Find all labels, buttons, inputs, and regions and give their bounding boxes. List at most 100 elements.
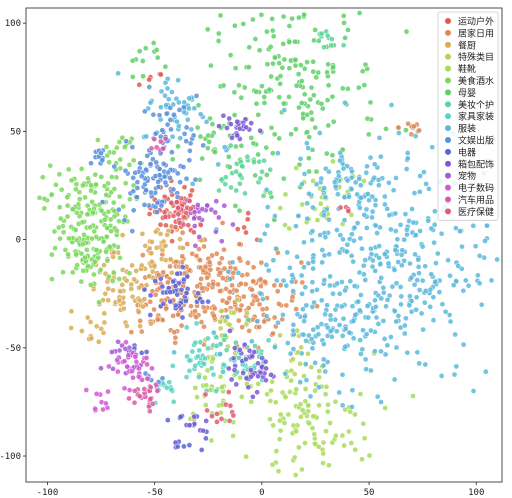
scatter-point bbox=[263, 262, 270, 268]
scatter-point bbox=[74, 262, 81, 268]
legend-marker bbox=[444, 207, 452, 215]
legend-label: 餐厨 bbox=[458, 39, 476, 51]
scatter-point bbox=[288, 278, 295, 285]
scatter-point bbox=[238, 142, 245, 149]
scatter-point bbox=[341, 442, 347, 449]
scatter-point bbox=[204, 145, 211, 151]
scatter-point bbox=[305, 260, 312, 267]
scatter-point bbox=[115, 70, 121, 77]
scatter-point bbox=[341, 194, 348, 201]
scatter-point bbox=[150, 40, 157, 46]
scatter-point bbox=[211, 312, 217, 319]
scatter-point bbox=[314, 324, 321, 331]
scatter-point bbox=[388, 102, 395, 108]
scatter-point bbox=[361, 178, 367, 184]
scatter-point bbox=[187, 147, 193, 154]
scatter-point bbox=[375, 321, 382, 327]
scatter-point bbox=[113, 144, 120, 151]
scatter-point bbox=[82, 194, 88, 201]
scatter-point bbox=[70, 206, 76, 213]
scatter-point bbox=[299, 290, 305, 297]
scatter-point bbox=[258, 283, 264, 289]
scatter-point bbox=[164, 231, 171, 238]
scatter-point bbox=[338, 303, 345, 310]
scatter-point bbox=[294, 311, 301, 318]
scatter-point bbox=[153, 144, 160, 151]
scatter-point bbox=[68, 325, 74, 331]
scatter-point bbox=[254, 389, 260, 396]
scatter-point bbox=[165, 96, 172, 103]
scatter-point bbox=[245, 316, 252, 323]
scatter-point bbox=[303, 302, 310, 309]
scatter-point bbox=[95, 137, 101, 143]
scatter-point bbox=[270, 257, 277, 264]
scatter-point bbox=[267, 43, 274, 50]
scatter-point bbox=[465, 282, 472, 289]
scatter-point bbox=[376, 182, 382, 189]
scatter-point bbox=[148, 145, 155, 152]
scatter-point bbox=[302, 361, 309, 367]
scatter-point bbox=[69, 269, 76, 276]
scatter-point bbox=[316, 374, 322, 381]
scatter-point bbox=[170, 278, 177, 285]
scatter-point bbox=[160, 269, 167, 276]
scatter-point bbox=[363, 366, 369, 373]
scatter-point bbox=[217, 341, 224, 347]
y-tick-label: -100 bbox=[0, 452, 21, 462]
scatter-point bbox=[287, 264, 293, 271]
scatter-point bbox=[256, 158, 263, 165]
scatter-point bbox=[308, 336, 315, 342]
scatter-point bbox=[245, 260, 251, 266]
scatter-point bbox=[89, 198, 95, 205]
scatter-point bbox=[482, 368, 489, 375]
scatter-point bbox=[354, 191, 361, 198]
scatter-point bbox=[253, 88, 259, 95]
scatter-point bbox=[381, 336, 388, 342]
scatter-point bbox=[52, 245, 58, 251]
scatter-point bbox=[99, 199, 106, 205]
scatter-point bbox=[327, 282, 333, 289]
scatter-point bbox=[374, 393, 381, 400]
scatter-point bbox=[202, 374, 208, 381]
scatter-point bbox=[427, 303, 434, 310]
scatter-point bbox=[359, 456, 365, 463]
scatter-point bbox=[132, 353, 139, 360]
scatter-point bbox=[330, 158, 336, 165]
scatter-point bbox=[147, 99, 154, 106]
scatter-point bbox=[96, 299, 102, 306]
scatter-point bbox=[470, 388, 477, 394]
scatter-point bbox=[179, 253, 186, 260]
scatter-point bbox=[380, 289, 387, 296]
scatter-point bbox=[196, 215, 203, 221]
legend-marker bbox=[444, 29, 452, 37]
scatter-point bbox=[269, 461, 276, 468]
legend-label: 美食酒水 bbox=[458, 75, 494, 87]
scatter-point bbox=[133, 268, 140, 274]
scatter-point bbox=[95, 254, 102, 261]
scatter-point bbox=[97, 266, 104, 273]
scatter-point bbox=[339, 432, 346, 439]
scatter-point bbox=[179, 314, 186, 321]
scatter-point bbox=[215, 214, 222, 221]
scatter-point bbox=[220, 368, 226, 375]
scatter-point bbox=[162, 92, 168, 99]
scatter-point bbox=[158, 71, 164, 78]
scatter-point bbox=[326, 168, 332, 175]
scatter-point bbox=[316, 130, 323, 136]
scatter-point bbox=[275, 468, 282, 475]
scatter-point bbox=[119, 232, 126, 238]
scatter-point bbox=[202, 355, 208, 362]
scatter-point bbox=[290, 356, 296, 363]
scatter-point bbox=[201, 323, 207, 330]
scatter-point bbox=[241, 224, 247, 231]
scatter-point bbox=[280, 175, 287, 182]
scatter-point bbox=[321, 185, 328, 191]
scatter-point bbox=[171, 349, 177, 356]
scatter-point bbox=[328, 333, 335, 340]
scatter-point bbox=[139, 252, 146, 258]
scatter-point bbox=[213, 250, 220, 257]
scatter-point bbox=[336, 290, 343, 297]
scatter-point bbox=[62, 247, 69, 253]
scatter-point bbox=[203, 418, 210, 424]
scatter-point bbox=[267, 398, 274, 404]
